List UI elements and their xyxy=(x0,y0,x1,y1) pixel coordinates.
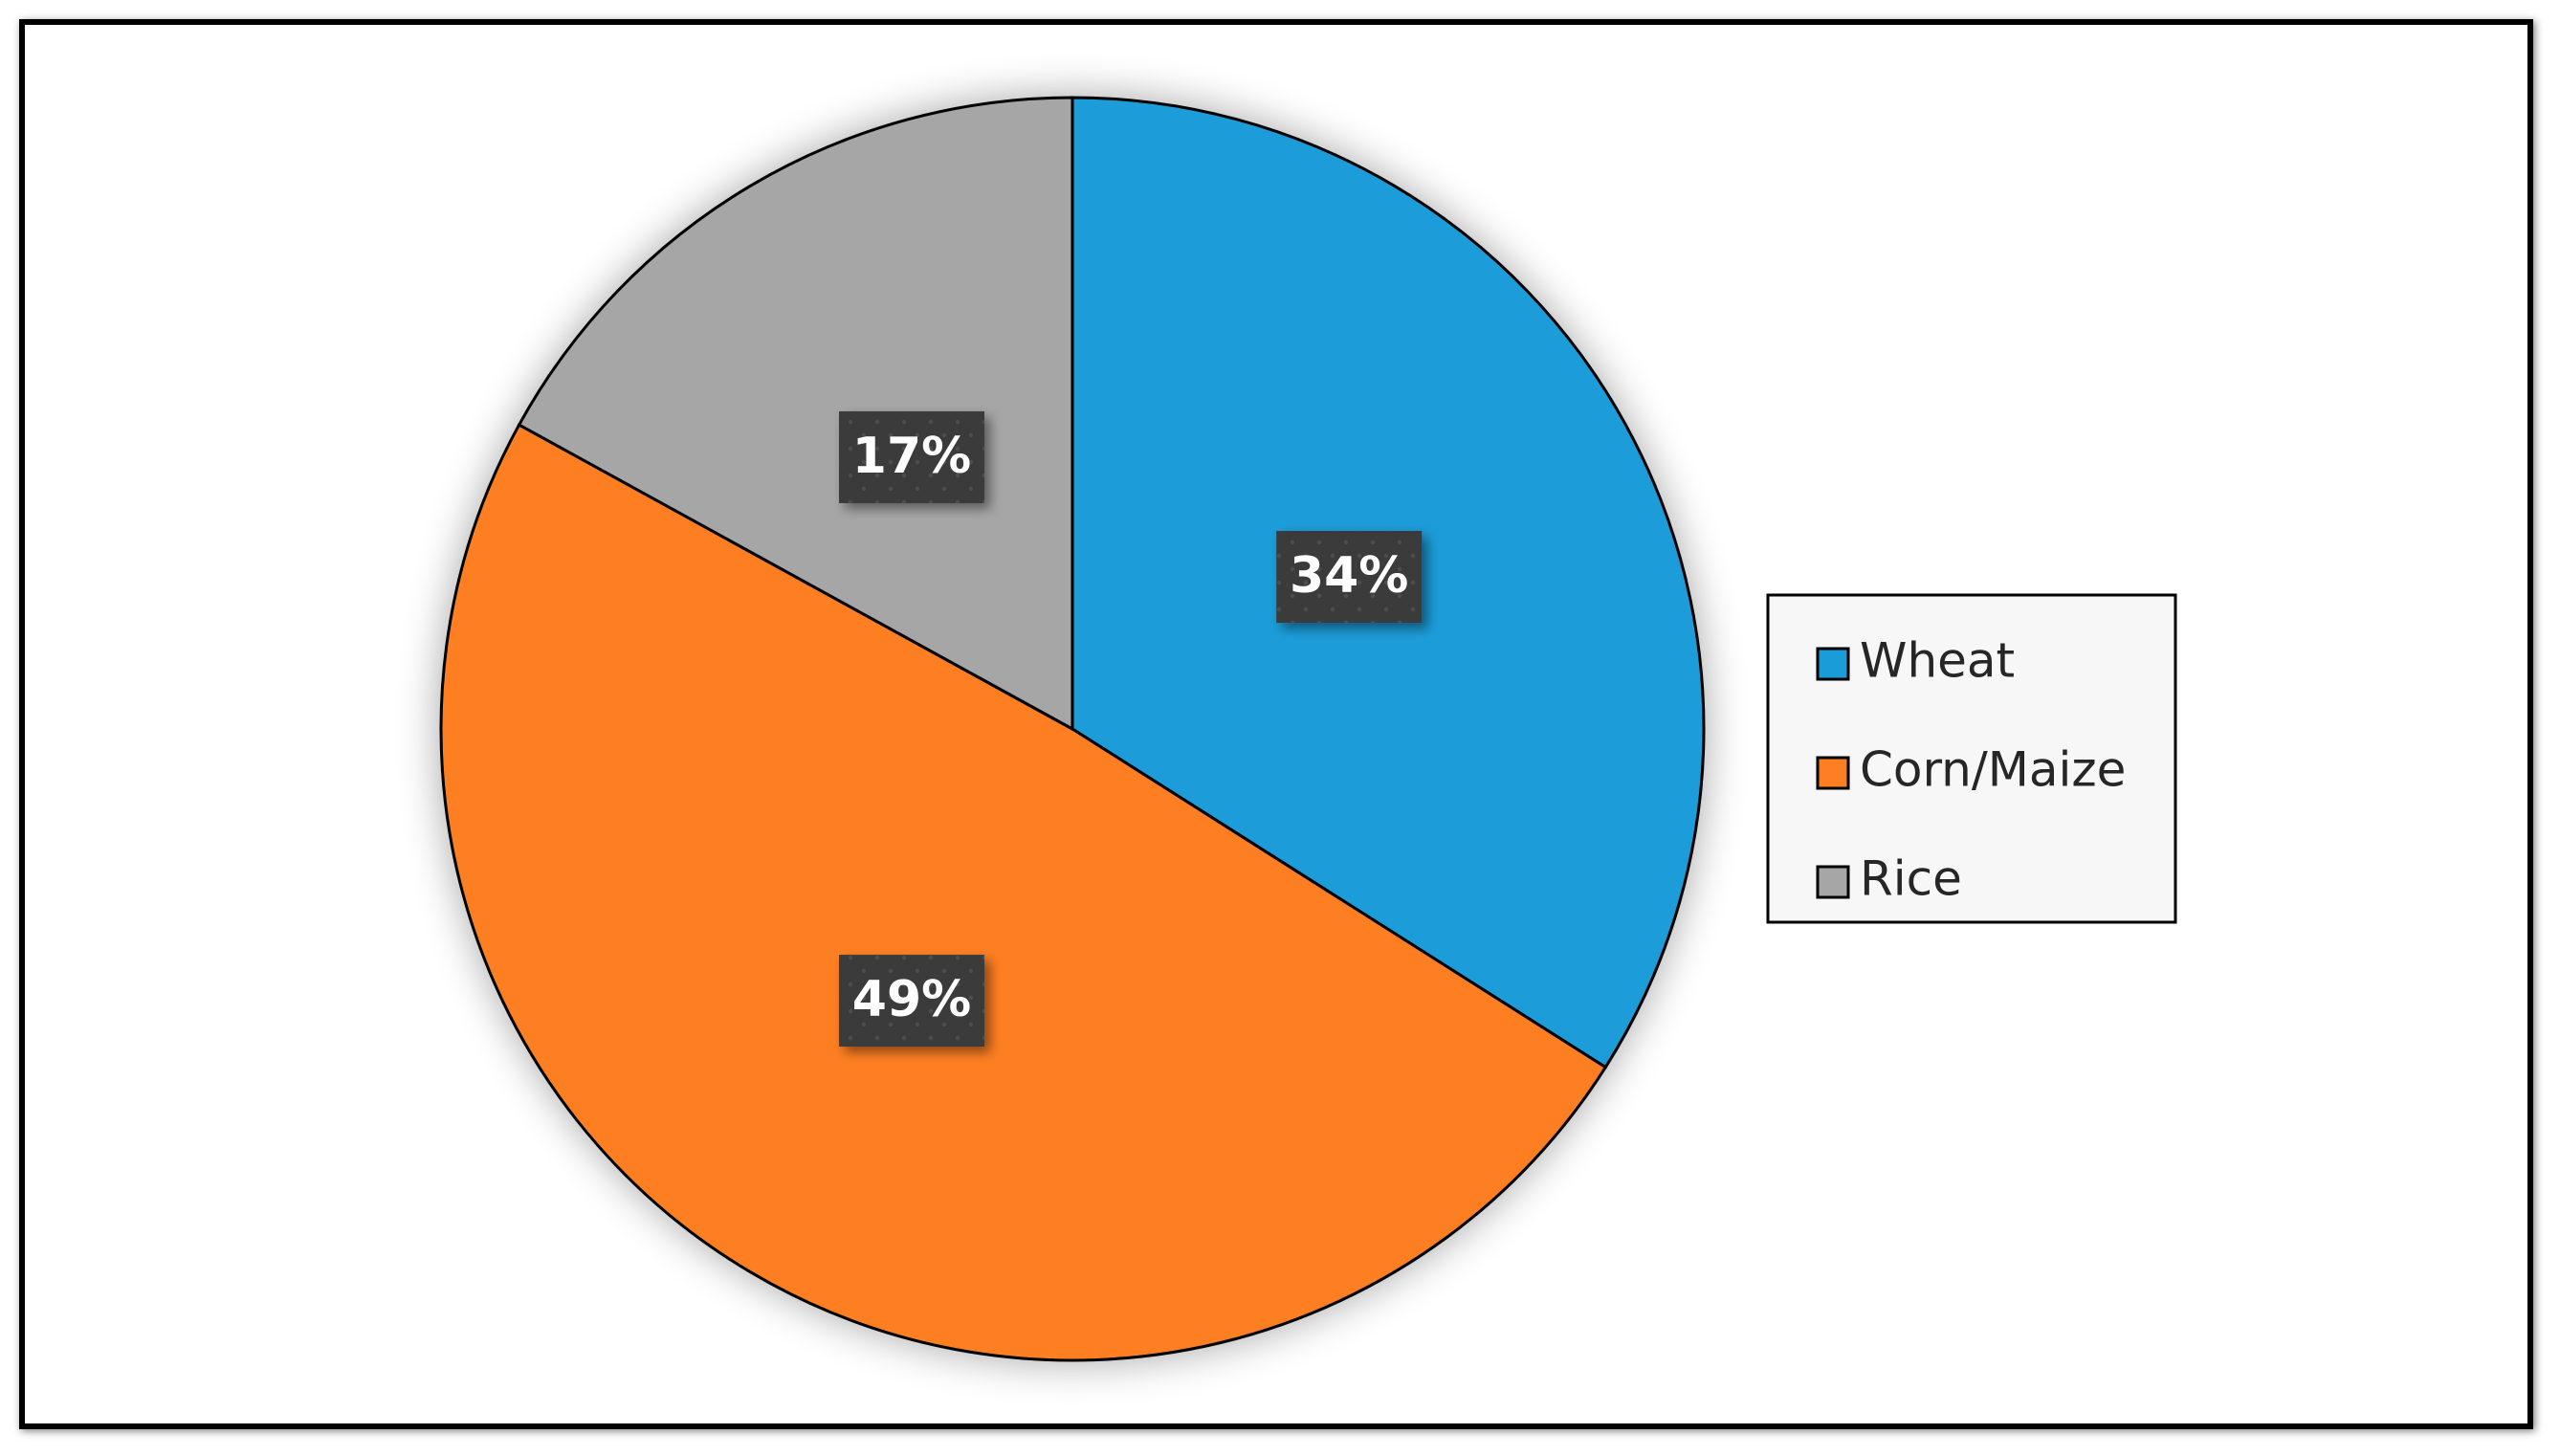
pie-slice-rice xyxy=(517,96,1074,732)
legend-swatch xyxy=(1816,647,1850,681)
data-label-text: 17% xyxy=(852,428,971,485)
legend-label: Corn/Maize xyxy=(1860,742,2126,798)
legend-item-wheat: Wheat xyxy=(1816,633,2015,689)
data-label-box xyxy=(1276,531,1423,624)
pie-slice-corn-maize xyxy=(439,423,1608,1362)
data-label-text: 34% xyxy=(1290,547,1408,605)
legend-item-rice: Rice xyxy=(1816,851,1962,907)
data-label-corn-maize: 49% xyxy=(839,955,985,1048)
data-label-text: 49% xyxy=(852,971,971,1028)
legend-label: Rice xyxy=(1860,851,1962,907)
pie-data-labels: 34% 49% 17% xyxy=(839,410,1423,1048)
legend-item-corn-maize: Corn/Maize xyxy=(1816,742,2126,798)
data-label-rice: 17% xyxy=(839,410,985,503)
legend-swatch xyxy=(1816,865,1850,899)
legend: Wheat Corn/Maize Rice xyxy=(1766,593,2177,924)
data-label-box xyxy=(839,410,985,503)
pie-slices xyxy=(439,96,1706,1362)
data-label-wheat: 34% xyxy=(1276,531,1423,624)
legend-label: Wheat xyxy=(1860,633,2015,689)
legend-swatch xyxy=(1816,756,1850,790)
data-label-box xyxy=(839,955,985,1048)
